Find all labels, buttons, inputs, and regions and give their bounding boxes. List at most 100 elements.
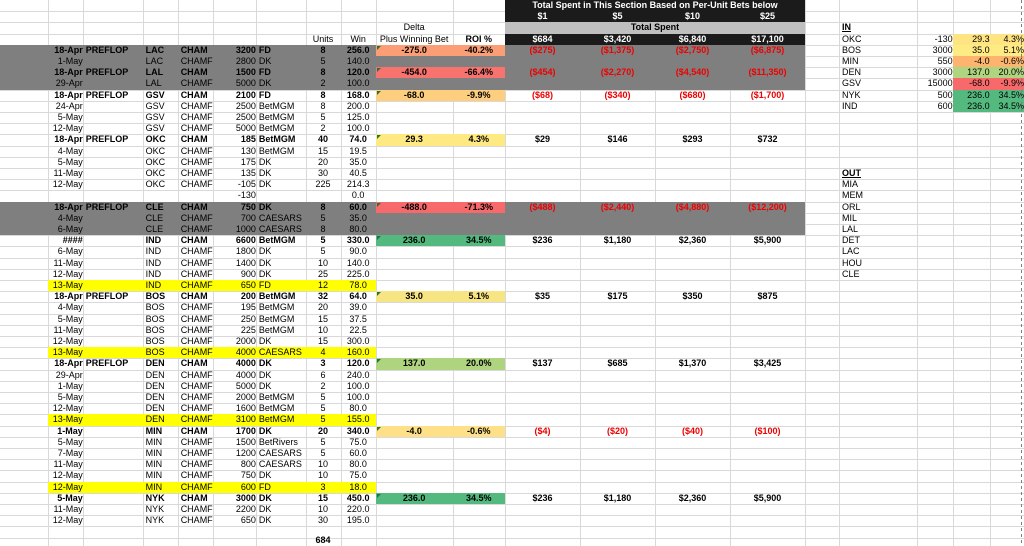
cell-amount[interactable]: 600: [240, 481, 256, 492]
cell-win[interactable]: 240.0: [346, 369, 370, 380]
cell-amount[interactable]: 800: [240, 459, 256, 470]
cell-win[interactable]: 75.0: [349, 470, 367, 481]
cell-units[interactable]: 6: [320, 369, 326, 380]
cell-champ[interactable]: CHAMF: [180, 459, 213, 470]
cell-champ[interactable]: CHAMF: [180, 414, 213, 425]
cell-team[interactable]: BOS: [145, 313, 165, 324]
cell-amount[interactable]: 130: [240, 145, 256, 156]
in-team[interactable]: IND: [842, 100, 858, 111]
cell-book[interactable]: BetMGM: [258, 100, 295, 111]
cell-team[interactable]: NYK: [145, 492, 165, 503]
cell-champ[interactable]: CHAMF: [180, 224, 213, 234]
total-spent-value[interactable]: $17,100: [751, 33, 784, 44]
cell-book[interactable]: CAESARS: [258, 212, 302, 223]
cell-win[interactable]: 120.0: [346, 67, 370, 78]
cell-units[interactable]: 10: [318, 459, 329, 470]
cell-win[interactable]: 100.0: [346, 392, 370, 402]
cell-spent[interactable]: ($2,750): [675, 44, 710, 55]
cell-spent[interactable]: $1,180: [603, 492, 632, 503]
cell-date[interactable]: 5-May: [57, 392, 83, 402]
out-team[interactable]: LAL: [842, 224, 859, 234]
cell-delta[interactable]: -454.0: [401, 67, 427, 78]
cell-team[interactable]: BOS: [145, 291, 166, 302]
cell-units[interactable]: 20: [318, 156, 329, 167]
cell-team[interactable]: BOS: [145, 302, 165, 313]
cell-win[interactable]: 100.0: [346, 380, 370, 391]
cell-team[interactable]: NYK: [145, 504, 165, 514]
cell-date[interactable]: 5-May: [57, 436, 83, 447]
cell-units[interactable]: 3: [320, 358, 326, 369]
cell-date[interactable]: 12-May: [52, 123, 83, 134]
in-label[interactable]: IN: [842, 22, 851, 33]
cell-amount[interactable]: -130: [237, 190, 256, 201]
cell-units[interactable]: 5: [320, 235, 326, 246]
cell-amount[interactable]: 2500: [235, 112, 256, 122]
cell-units[interactable]: 2: [320, 380, 326, 391]
cell-win[interactable]: 0.0: [351, 190, 365, 201]
cell-delta[interactable]: 236.0: [402, 492, 426, 503]
cell-team[interactable]: GSV: [145, 89, 165, 100]
cell-book[interactable]: BetMGM: [258, 112, 295, 122]
in-team[interactable]: OKC: [842, 33, 862, 44]
cell-book[interactable]: DK: [258, 257, 272, 268]
cell-team[interactable]: MIN: [145, 436, 163, 447]
cell-date[interactable]: 6-May: [57, 246, 83, 257]
cell-date[interactable]: 18-Apr: [54, 201, 83, 212]
in-odds[interactable]: 550: [937, 56, 953, 66]
cell-amount[interactable]: 3200: [235, 44, 256, 55]
cell-delta[interactable]: 29.3: [405, 134, 423, 145]
cell-champ[interactable]: CHAMF: [180, 100, 213, 111]
cell-spent[interactable]: $137: [532, 358, 553, 369]
cell-roi[interactable]: -40.2%: [464, 44, 494, 55]
cell-team[interactable]: IND: [145, 280, 162, 290]
cell-preflop[interactable]: PREFLOP: [85, 67, 129, 78]
cell-champ[interactable]: CHAMF: [180, 168, 213, 178]
cell-date[interactable]: 29-Apr: [55, 78, 83, 89]
cell-spent[interactable]: $175: [607, 291, 628, 302]
out-team[interactable]: HOU: [842, 257, 862, 268]
cell-amount[interactable]: 250: [240, 313, 256, 324]
cell-date[interactable]: 18-Apr: [54, 134, 83, 145]
cell-team[interactable]: DEN: [145, 358, 165, 369]
cell-book[interactable]: DK: [258, 425, 272, 436]
cell-amount[interactable]: 225: [240, 324, 256, 335]
cell-team[interactable]: OKC: [145, 179, 166, 190]
cell-book[interactable]: DK: [258, 358, 272, 369]
cell-date[interactable]: 18-Apr: [54, 67, 83, 78]
cell-units[interactable]: 2: [320, 78, 326, 89]
cell-book[interactable]: DK: [258, 380, 272, 391]
in-delta[interactable]: -68.0: [969, 78, 990, 89]
cell-win[interactable]: 60.0: [349, 201, 367, 212]
out-team[interactable]: ORL: [842, 201, 861, 212]
cell-win[interactable]: 125.0: [346, 112, 370, 122]
bet-size-header[interactable]: $5: [612, 11, 623, 22]
out-team[interactable]: CLE: [842, 268, 860, 279]
cell-units[interactable]: 5: [320, 436, 326, 447]
in-delta[interactable]: 236.0: [967, 100, 990, 111]
cell-book[interactable]: DK: [258, 268, 272, 279]
cell-champ[interactable]: CHAMF: [180, 403, 213, 414]
cell-champ[interactable]: CHAMF: [180, 470, 213, 481]
cell-date[interactable]: 5-May: [57, 112, 83, 122]
cell-date[interactable]: 12-May: [52, 336, 83, 346]
cell-team[interactable]: CLE: [145, 224, 164, 234]
cell-team[interactable]: CLE: [145, 212, 164, 223]
cell-book[interactable]: FD: [258, 44, 271, 55]
cell-amount[interactable]: 650: [240, 280, 256, 290]
cell-win[interactable]: 35.0: [349, 212, 367, 223]
cell-units[interactable]: 8: [320, 224, 326, 234]
cell-units[interactable]: 30: [318, 515, 329, 526]
cell-champ[interactable]: CHAMF: [180, 436, 213, 447]
cell-win[interactable]: 80.0: [349, 403, 367, 414]
cell-amount[interactable]: 1000: [235, 224, 256, 234]
cell-book[interactable]: FD: [258, 67, 271, 78]
cell-champ[interactable]: CHAMF: [180, 392, 213, 402]
cell-win[interactable]: 60.0: [349, 448, 367, 458]
cell-delta[interactable]: 137.0: [402, 358, 426, 369]
cell-book[interactable]: DK: [258, 179, 272, 190]
cell-spent[interactable]: ($1,700): [750, 89, 785, 100]
cell-win[interactable]: 35.0: [349, 156, 367, 167]
cell-champ[interactable]: CHAMF: [180, 280, 213, 290]
cell-win[interactable]: 340.0: [346, 425, 370, 436]
cell-date[interactable]: 11-May: [53, 504, 83, 514]
